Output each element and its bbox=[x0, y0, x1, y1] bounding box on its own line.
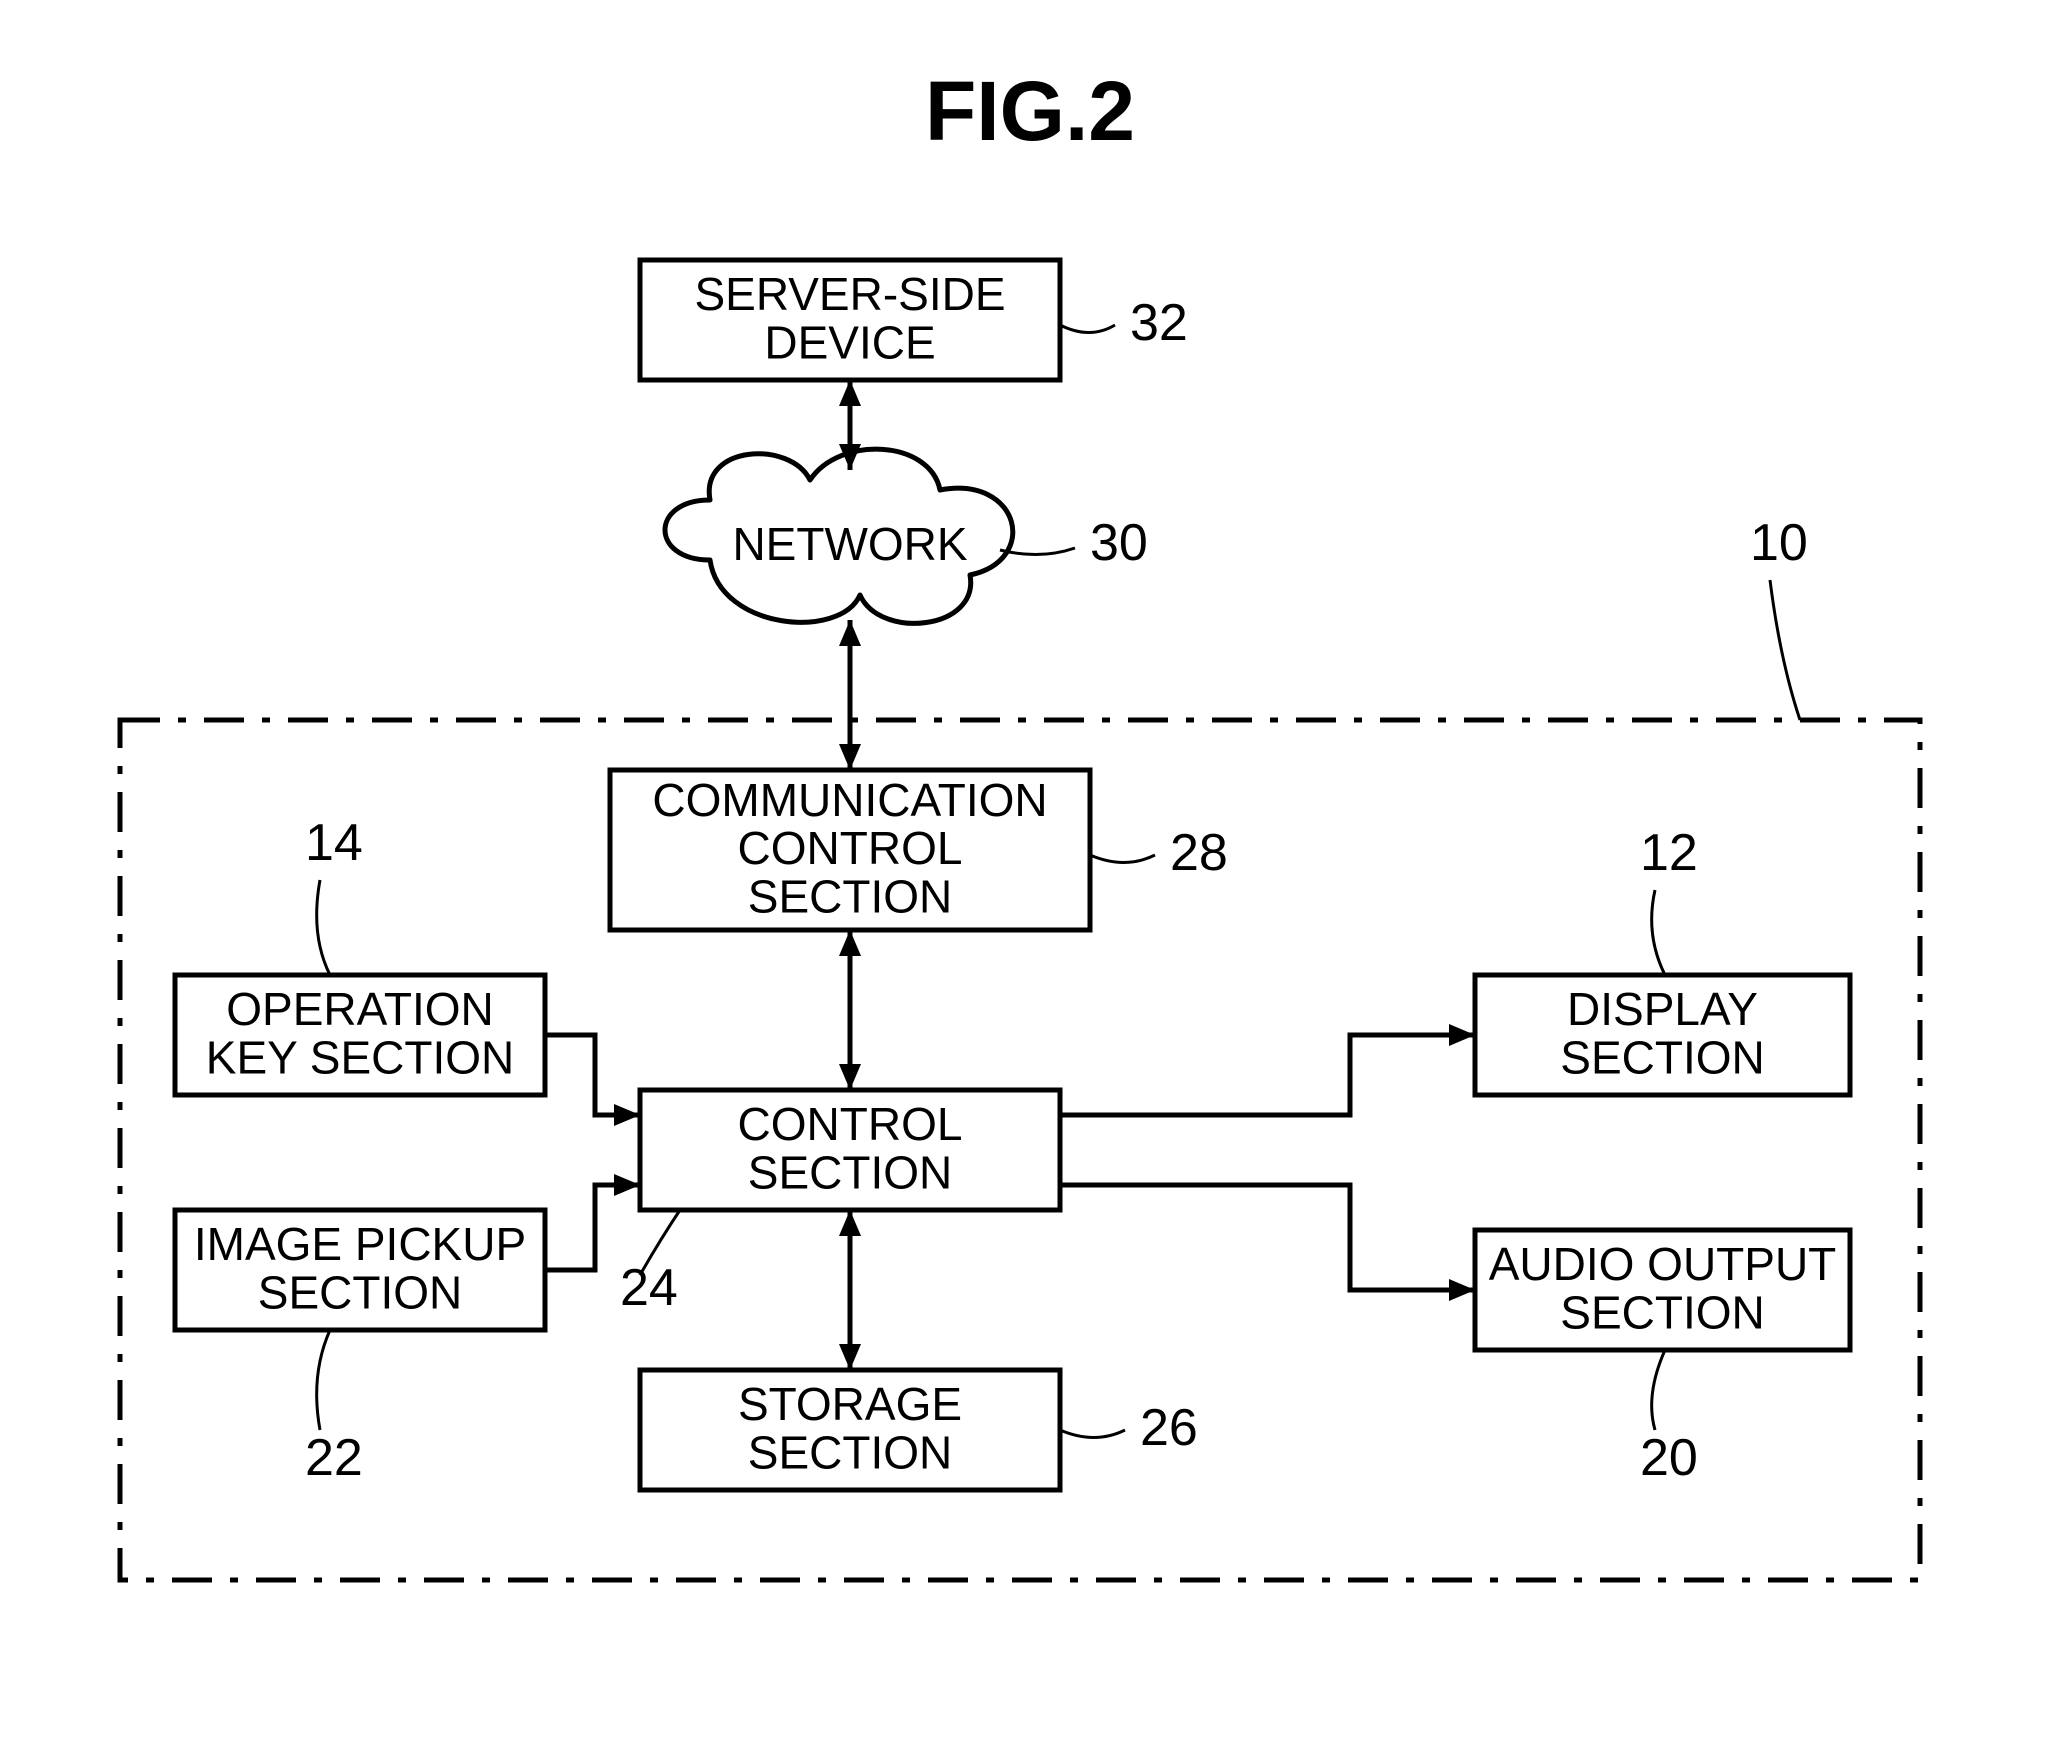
box-comm-line-2: SECTION bbox=[748, 870, 952, 922]
box-opkey-line-0: OPERATION bbox=[226, 983, 494, 1035]
box-audio-line-0: AUDIO OUTPUT bbox=[1489, 1238, 1837, 1290]
box-comm-line-1: CONTROL bbox=[738, 822, 963, 874]
ref-22: 22 bbox=[305, 1429, 363, 1487]
box-control-line-1: SECTION bbox=[748, 1146, 952, 1198]
figure-title: FIG.2 bbox=[925, 64, 1135, 158]
box-audio-line-1: SECTION bbox=[1560, 1286, 1764, 1338]
ref-20: 20 bbox=[1640, 1429, 1698, 1487]
ref-24: 24 bbox=[620, 1259, 678, 1317]
box-display-line-0: DISPLAY bbox=[1567, 983, 1758, 1035]
box-control-line-0: CONTROL bbox=[738, 1098, 963, 1150]
box-opkey-line-1: KEY SECTION bbox=[206, 1031, 514, 1083]
network-label: NETWORK bbox=[732, 518, 967, 570]
box-display-line-1: SECTION bbox=[1560, 1031, 1764, 1083]
box-server-line-0: SERVER-SIDE bbox=[694, 268, 1005, 320]
ref-30: 30 bbox=[1090, 514, 1148, 572]
box-pickup-line-0: IMAGE PICKUP bbox=[194, 1218, 526, 1270]
ref-32: 32 bbox=[1130, 294, 1188, 352]
ref-10: 10 bbox=[1750, 514, 1808, 572]
ref-14: 14 bbox=[305, 814, 363, 872]
box-storage-line-1: SECTION bbox=[748, 1426, 952, 1478]
ref-12: 12 bbox=[1640, 824, 1698, 882]
ref-26: 26 bbox=[1140, 1399, 1198, 1457]
box-storage-line-0: STORAGE bbox=[738, 1378, 962, 1430]
ref-28: 28 bbox=[1170, 824, 1228, 882]
box-server-line-1: DEVICE bbox=[764, 316, 935, 368]
box-comm-line-0: COMMUNICATION bbox=[652, 774, 1047, 826]
box-pickup-line-1: SECTION bbox=[258, 1266, 462, 1318]
